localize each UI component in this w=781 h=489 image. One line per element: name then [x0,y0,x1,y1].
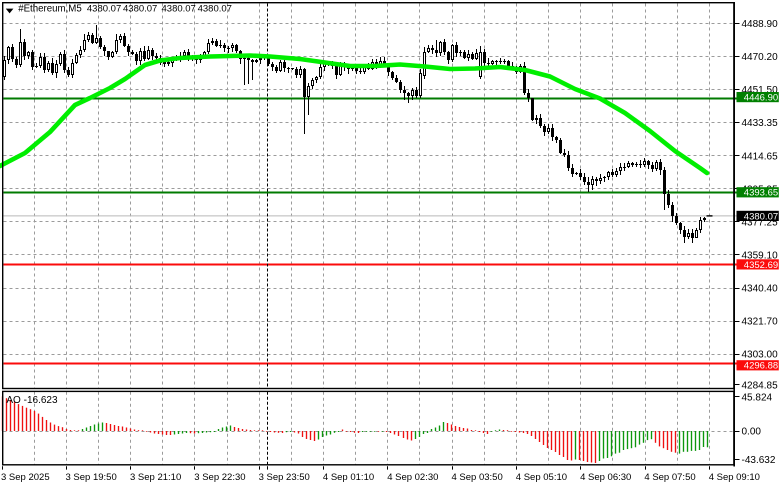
svg-text:4303.00: 4303.00 [742,350,779,361]
svg-text:4380.07: 4380.07 [744,211,778,222]
svg-text:45.824: 45.824 [742,392,773,403]
svg-text:3 Sep 23:50: 3 Sep 23:50 [259,472,310,483]
svg-text:4451.50: 4451.50 [742,85,779,96]
svg-text:4380.07: 4380.07 [123,3,157,14]
svg-text:3 Sep 21:10: 3 Sep 21:10 [130,472,181,483]
svg-text:4414.65: 4414.65 [742,151,779,162]
svg-text:4380.07: 4380.07 [87,3,121,14]
svg-text:4 Sep 09:10: 4 Sep 09:10 [709,472,760,483]
svg-text:3 Sep 19:50: 3 Sep 19:50 [66,472,117,483]
svg-text:4446.90: 4446.90 [744,93,778,104]
svg-text:4321.70: 4321.70 [742,317,779,328]
svg-text:4 Sep 01:10: 4 Sep 01:10 [323,472,374,483]
svg-text:4 Sep 02:30: 4 Sep 02:30 [387,472,438,483]
svg-text:4340.40: 4340.40 [742,284,779,295]
svg-text:4284.85: 4284.85 [742,381,779,392]
svg-text:4380.07: 4380.07 [162,3,196,14]
svg-text:4 Sep 03:50: 4 Sep 03:50 [452,472,503,483]
svg-text:4433.35: 4433.35 [742,118,779,129]
svg-text:#Ethereum,M5: #Ethereum,M5 [18,3,82,14]
svg-text:4488.90: 4488.90 [742,19,779,30]
svg-text:-43.632: -43.632 [742,455,776,466]
svg-text:4380.07: 4380.07 [198,3,232,14]
svg-text:3 Sep 2025: 3 Sep 2025 [1,472,50,483]
svg-text:4 Sep 05:10: 4 Sep 05:10 [516,472,567,483]
svg-text:3 Sep 22:30: 3 Sep 22:30 [194,472,245,483]
svg-text:4393.65: 4393.65 [744,188,778,199]
svg-text:4359.10: 4359.10 [742,251,779,262]
svg-text:AO -16.623: AO -16.623 [6,395,58,406]
svg-text:4 Sep 06:30: 4 Sep 06:30 [580,472,631,483]
svg-text:4352.69: 4352.69 [744,260,778,271]
svg-text:0.00: 0.00 [742,427,762,438]
svg-text:4470.20: 4470.20 [742,52,779,63]
svg-text:4 Sep 07:50: 4 Sep 07:50 [644,472,695,483]
svg-text:4296.88: 4296.88 [744,361,778,372]
svg-text:4377.25: 4377.25 [742,217,779,228]
